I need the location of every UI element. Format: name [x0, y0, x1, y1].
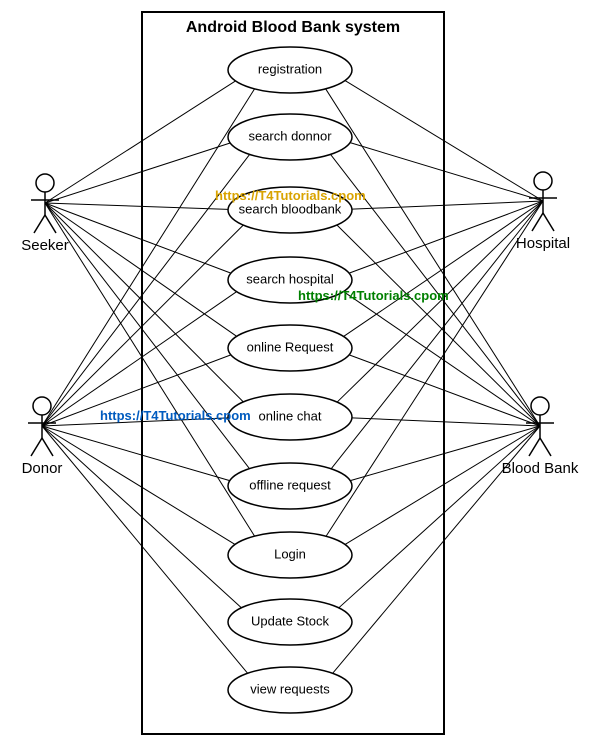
association-edge	[337, 225, 540, 426]
association-edge	[45, 203, 228, 209]
actor-bloodbank: Blood Bank	[502, 397, 579, 477]
usecase-label: Update Stock	[251, 613, 330, 628]
usecase-label: search donnor	[248, 128, 332, 143]
usecase-login: Login	[228, 532, 352, 578]
usecase-label: online chat	[259, 408, 322, 423]
usecase-view-requests: view requests	[228, 667, 352, 713]
association-edge	[42, 426, 248, 673]
actor-hospital: Hospital	[516, 172, 570, 252]
association-edge	[42, 426, 230, 481]
diagram-title: Android Blood Bank system	[186, 19, 400, 36]
usecase-label: search bloodbank	[239, 201, 342, 216]
usecase-label: Login	[274, 546, 306, 561]
usecase-label: registration	[258, 61, 322, 76]
actor-label: Hospital	[516, 235, 570, 252]
watermark-text: https://T4Tutorials.cpom	[298, 288, 449, 303]
usecase-search-donor: search donnor	[228, 114, 352, 160]
usecase-label: offline request	[249, 477, 331, 492]
actor-label: Seeker	[21, 237, 69, 254]
actor-label: Blood Bank	[502, 460, 579, 477]
usecase-online-request: online Request	[228, 325, 352, 371]
association-edge	[339, 426, 540, 608]
association-edge	[45, 203, 243, 402]
usecase-offline-request: offline request	[228, 463, 352, 509]
usecase-label: online Request	[247, 339, 334, 354]
association-edge	[331, 201, 543, 469]
association-edge	[42, 292, 237, 426]
association-edge	[350, 143, 543, 201]
association-edge	[345, 426, 540, 544]
association-edge	[45, 203, 249, 469]
association-edge	[45, 81, 236, 203]
association-edge	[326, 201, 543, 536]
watermark-text: https://T4Tutorials.cpom	[215, 188, 366, 203]
usecase-diagram: Android Blood Bank system registration sea…	[0, 0, 593, 745]
watermark-text: https://T4Tutorials.cpom	[100, 408, 251, 423]
associations	[42, 81, 543, 674]
usecase-label: search hospital	[246, 271, 334, 286]
association-edge	[45, 203, 255, 536]
actor-donor: Donor	[22, 397, 63, 477]
usecase-update-stock: Update Stock	[228, 599, 352, 645]
association-edge	[352, 418, 540, 426]
association-edge	[42, 89, 255, 426]
actor-label: Donor	[22, 460, 63, 477]
association-edge	[326, 89, 540, 426]
association-edge	[42, 426, 235, 544]
association-edge	[45, 143, 230, 203]
association-edge	[45, 203, 231, 273]
usecase-registration: registration	[228, 47, 352, 93]
usecase-label: view requests	[250, 681, 330, 696]
usecases-group: registration search donnor search bloodban…	[228, 47, 352, 713]
association-edge	[344, 292, 540, 426]
association-edge	[352, 201, 543, 209]
